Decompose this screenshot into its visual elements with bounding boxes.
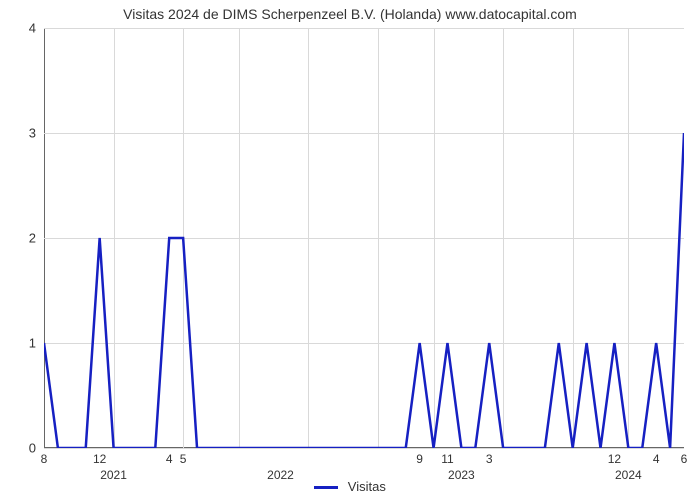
y-tick-label: 3 <box>29 126 36 141</box>
plot-area: 0123481245911312462021202220232024 <box>44 28 684 448</box>
legend-swatch <box>314 486 338 489</box>
legend: Visitas <box>0 479 700 494</box>
y-tick-label: 0 <box>29 441 36 456</box>
x-tick-label: 9 <box>416 452 423 466</box>
series-line <box>44 28 684 448</box>
chart-container: Visitas 2024 de DIMS Scherpenzeel B.V. (… <box>0 0 700 500</box>
legend-label: Visitas <box>348 479 386 494</box>
y-tick-label: 2 <box>29 231 36 246</box>
x-tick-label: 4 <box>166 452 173 466</box>
chart-title: Visitas 2024 de DIMS Scherpenzeel B.V. (… <box>0 0 700 22</box>
x-tick-label: 6 <box>681 452 688 466</box>
x-tick-label: 3 <box>486 452 493 466</box>
gridline-h <box>44 448 684 449</box>
x-tick-label: 4 <box>653 452 660 466</box>
x-tick-label: 11 <box>441 452 453 466</box>
x-tick-label: 5 <box>180 452 187 466</box>
x-tick-label: 12 <box>93 452 106 466</box>
y-tick-label: 4 <box>29 21 36 36</box>
x-tick-label: 12 <box>608 452 621 466</box>
x-tick-label: 8 <box>41 452 48 466</box>
y-tick-label: 1 <box>29 336 36 351</box>
